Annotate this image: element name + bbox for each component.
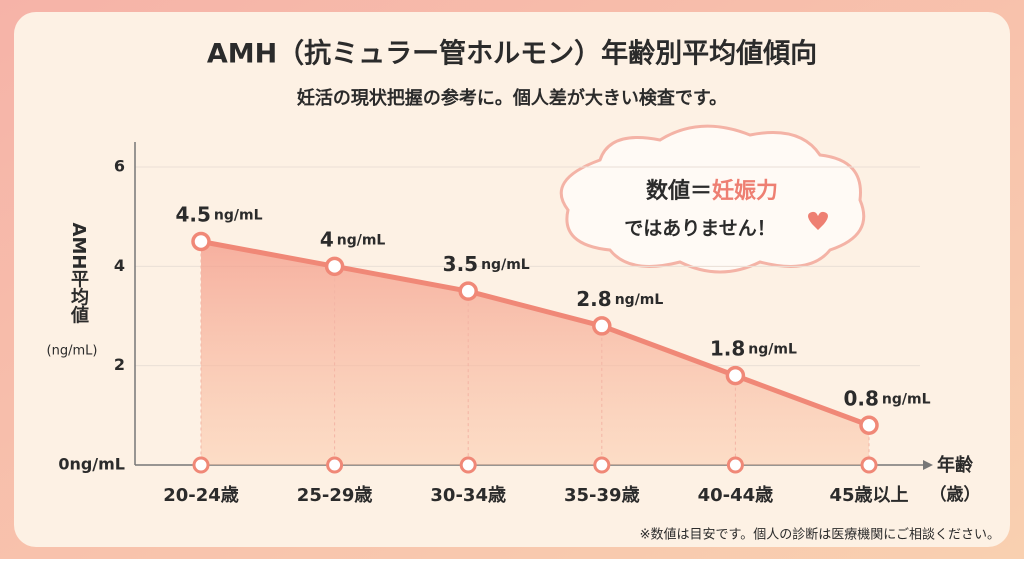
value-unit: ng/mL — [337, 232, 386, 248]
y-tick-label: 6 — [114, 157, 125, 176]
value-number: 0.8 — [843, 386, 878, 410]
callout-bubble — [559, 124, 866, 274]
value-unit: ng/mL — [882, 391, 931, 407]
y-tick-label: 4 — [114, 256, 125, 275]
chart-title: AMH（抗ミュラー管ホルモン）年齢別平均値傾向 — [207, 38, 817, 70]
x-axis-arrow — [923, 460, 933, 470]
value-unit: ng/mL — [748, 342, 797, 358]
point — [592, 316, 612, 336]
point — [725, 365, 746, 386]
value-number: 2.8 — [576, 286, 611, 310]
x-tick-label: 30-34歳 — [430, 485, 506, 506]
axis-dot — [860, 456, 878, 474]
value-number: 1.8 — [710, 336, 745, 360]
value-unit: ng/mL — [481, 257, 530, 273]
value-label: 3.5 ng/mL — [443, 252, 530, 276]
value-label: 4 ng/mL — [320, 227, 386, 251]
y-axis-unit: (ng/mL) — [47, 344, 98, 359]
axis-dot — [326, 456, 344, 474]
callout-highlight: 妊娠力 — [712, 178, 778, 204]
value-unit: ng/mL — [615, 292, 664, 308]
value-number: 3.5 — [443, 252, 478, 276]
value-label: 1.8 ng/mL — [710, 336, 797, 360]
callout-text-2: ではありません！ — [624, 218, 775, 240]
footnote: ※数値は目安です。個人の診断は医療機関にご相談ください。 — [640, 527, 1000, 543]
axis-dot — [726, 456, 744, 474]
chart-subtitle: 妊活の現状把握の参考に。個人差が大きい検査です。 — [297, 87, 727, 109]
x-tick-label: 45歳以上 — [829, 485, 908, 506]
line — [200, 239, 870, 428]
y-tick-label: 0ng/mL — [58, 455, 125, 474]
callout-text: 数値＝妊娠力 — [646, 178, 778, 204]
axis-dot — [593, 456, 611, 474]
axis-dot — [459, 456, 477, 474]
point — [324, 256, 345, 277]
x-tick-label: 35-39歳 — [564, 485, 640, 506]
value-label: 4.5 ng/mL — [175, 202, 262, 226]
point — [191, 231, 211, 252]
value-number: 4.5 — [175, 202, 210, 226]
area — [201, 241, 869, 465]
value-label: 0.8 ng/mL — [843, 386, 930, 410]
point — [859, 415, 879, 436]
callout-plain: 数値＝ — [646, 178, 712, 204]
y-tick-label: 2 — [114, 355, 125, 374]
x-axis-unit: （歳） — [930, 484, 981, 505]
axis-dot — [192, 456, 210, 474]
value-unit: ng/mL — [214, 208, 263, 224]
callout: 数値＝妊娠力 ではありません！ — [559, 124, 866, 274]
x-tick-label: 40-44歳 — [698, 485, 774, 506]
value-number: 4 — [320, 227, 334, 251]
x-tick-label: 20-24歳 — [163, 485, 239, 506]
x-axis-label: 年齢 — [937, 454, 974, 476]
heart-icon — [808, 211, 828, 230]
y-axis-label: AMH平均値 — [68, 223, 90, 325]
value-label: 2.8 ng/mL — [576, 286, 663, 310]
point — [458, 281, 478, 301]
x-tick-label: 25-29歳 — [297, 485, 373, 506]
